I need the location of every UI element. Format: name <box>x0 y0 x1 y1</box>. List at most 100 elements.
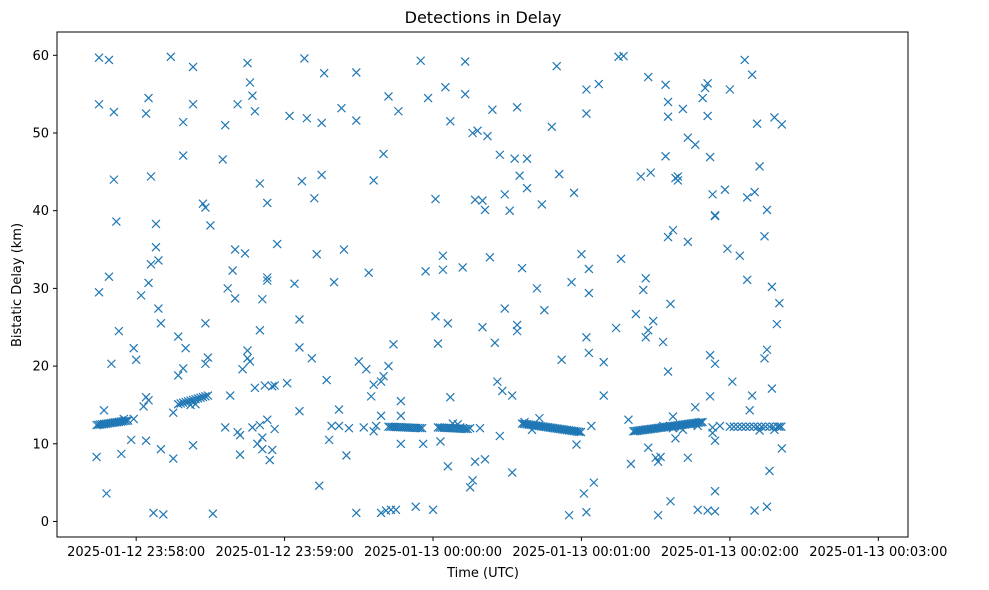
data-point <box>376 508 386 518</box>
data-point <box>151 219 161 229</box>
data-point <box>376 411 386 421</box>
data-point <box>708 189 717 199</box>
x-axis-label: Time (UTC) <box>446 566 519 581</box>
data-point <box>760 353 769 363</box>
data-point <box>119 416 129 426</box>
data-point <box>495 150 505 160</box>
data-point <box>727 377 737 387</box>
y-axis-ticks: 0 10 20 30 40 50 60 <box>32 49 57 530</box>
data-point <box>166 52 176 62</box>
data-point <box>223 283 233 293</box>
data-point <box>683 133 693 143</box>
data-point <box>141 109 151 119</box>
data-point <box>576 427 586 437</box>
data-point <box>703 78 713 88</box>
data-point <box>111 217 121 226</box>
data-point <box>126 435 136 445</box>
data-point <box>636 172 646 181</box>
data-point <box>228 266 238 275</box>
data-point <box>238 364 247 374</box>
data-point <box>240 248 250 258</box>
data-point <box>188 99 198 109</box>
data-point <box>154 304 163 314</box>
y-axis-label: Bistatic Delay (km) <box>10 223 25 347</box>
data-point <box>653 457 663 467</box>
data-point <box>440 82 450 92</box>
data-point <box>393 106 403 116</box>
data-point <box>507 391 517 401</box>
data-point <box>470 195 480 205</box>
data-point <box>262 198 272 208</box>
data-point <box>445 392 455 402</box>
data-point <box>666 299 675 309</box>
data-point <box>136 290 146 300</box>
data-point <box>418 439 428 449</box>
y-tick-label: 30 <box>32 282 49 297</box>
data-point <box>574 427 584 437</box>
data-point <box>774 298 784 308</box>
data-point <box>250 106 260 116</box>
data-point <box>581 332 591 342</box>
x-tick-label: 2025-01-13 00:00:00 <box>364 545 502 560</box>
data-point <box>500 189 510 199</box>
data-point <box>181 397 191 407</box>
data-point <box>673 172 683 181</box>
data-point <box>564 510 574 520</box>
data-point <box>129 343 139 353</box>
data-point <box>324 435 334 445</box>
data-point <box>698 93 708 103</box>
data-point <box>327 421 337 431</box>
data-point <box>468 128 478 138</box>
data-point <box>188 440 198 450</box>
data-point <box>616 254 626 264</box>
x-tick-label: 2025-01-12 23:59:00 <box>216 545 354 560</box>
data-point <box>539 305 549 315</box>
x-tick-label: 2025-01-13 00:01:00 <box>512 545 650 560</box>
data-point <box>658 337 668 347</box>
data-point <box>619 51 628 61</box>
data-point <box>314 481 324 491</box>
data-point <box>131 355 141 365</box>
data-point <box>243 58 252 68</box>
data-point <box>490 338 500 348</box>
data-point <box>272 239 282 249</box>
data-point <box>772 422 782 432</box>
data-point <box>282 378 292 388</box>
data-point <box>225 391 235 401</box>
data-point <box>188 62 198 72</box>
data-point <box>522 183 532 193</box>
data-point <box>747 391 757 401</box>
data-point <box>581 85 591 94</box>
data-point <box>552 61 562 71</box>
data-point <box>661 80 670 90</box>
data-point <box>109 175 119 185</box>
data-point <box>638 285 648 295</box>
y-tick-label: 10 <box>32 437 49 452</box>
data-point <box>599 391 609 401</box>
data-point <box>423 93 433 103</box>
data-point <box>411 502 421 512</box>
data-point <box>262 276 272 286</box>
data-point <box>678 104 688 114</box>
data-point <box>512 320 522 330</box>
data-point <box>443 318 453 328</box>
data-point <box>436 437 445 446</box>
data-point <box>722 244 732 254</box>
x-tick-label: 2025-01-13 00:02:00 <box>661 545 799 560</box>
data-point <box>772 319 782 329</box>
data-point <box>94 99 104 109</box>
data-point <box>710 486 720 496</box>
data-point <box>694 418 704 427</box>
data-point <box>295 343 304 352</box>
data-point <box>415 423 425 433</box>
data-point <box>747 70 757 80</box>
data-point <box>663 112 673 122</box>
data-point <box>470 457 480 467</box>
data-point <box>483 131 492 141</box>
data-point <box>245 356 255 366</box>
data-point <box>512 102 522 112</box>
data-point <box>297 176 307 186</box>
data-point <box>663 232 673 242</box>
data-point <box>417 423 427 433</box>
